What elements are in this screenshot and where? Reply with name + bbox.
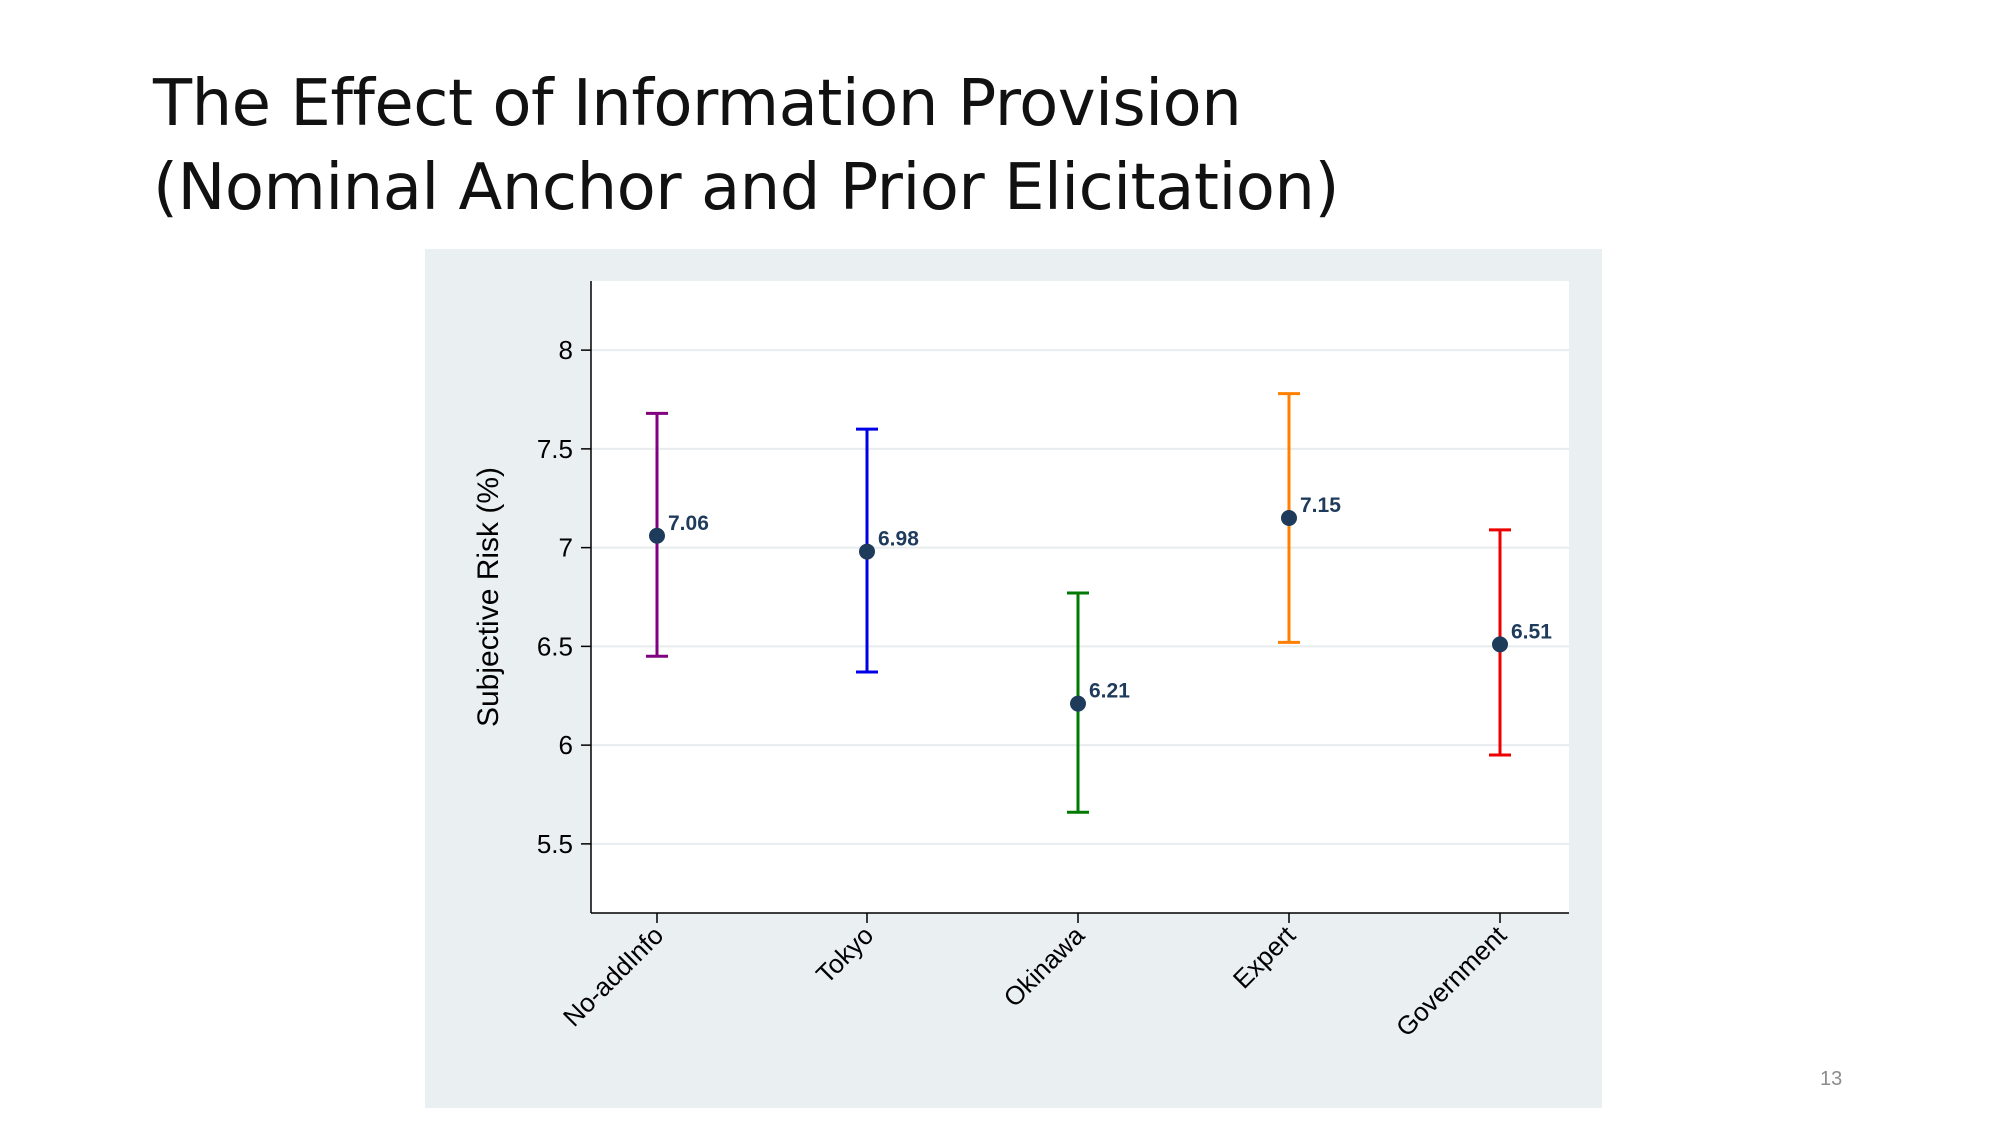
series: 7.06 6.98 6.21 7.15 6.51	[646, 392, 1552, 814]
risk-chart: 5.5 6 6.5 7 7.5 8 No-addInfo Tokyo Okinawa Exper…	[472, 281, 1569, 1042]
x-tick-label: Tokyo	[810, 920, 879, 989]
data-label: 7.15	[1300, 494, 1341, 517]
data-label: 6.98	[878, 528, 919, 551]
y-tick-label: 8	[559, 335, 573, 365]
data-point	[1281, 510, 1297, 526]
y-tick-label: 7.5	[537, 434, 573, 464]
x-tick-label: Government	[1390, 919, 1513, 1042]
x-tick-label: No-addInfo	[557, 920, 669, 1032]
chart-panel: 5.5 6 6.5 7 7.5 8 No-addInfo Tokyo Okinawa Exper…	[425, 249, 1602, 1108]
data-point	[859, 543, 875, 560]
x-axis-ticks: No-addInfo Tokyo Okinawa Expert Government	[557, 913, 1513, 1042]
x-tick-label: Expert	[1227, 919, 1302, 994]
slide-title-line-1: The Effect of Information Provision	[153, 67, 1242, 141]
slide-title: The Effect of Information Provision (Nom…	[153, 62, 1653, 230]
x-tick-label: Okinawa	[998, 920, 1091, 1013]
y-tick-label: 5.5	[537, 829, 573, 859]
page-number: 13	[1820, 1068, 1843, 1090]
y-axis-label: Subjective Risk (%)	[472, 467, 505, 727]
y-axis-ticks: 5.5 6 6.5 7 7.5 8	[537, 335, 591, 859]
data-label: 6.51	[1511, 620, 1552, 643]
plot-area	[591, 281, 1569, 913]
data-point	[1070, 695, 1086, 712]
data-label: 7.06	[668, 512, 709, 535]
slide-title-line-2: (Nominal Anchor and Prior Elicitation)	[153, 151, 1339, 225]
y-tick-label: 6.5	[537, 631, 573, 661]
y-tick-label: 7	[559, 533, 573, 563]
data-label: 6.21	[1089, 680, 1130, 703]
data-point	[649, 527, 665, 544]
data-point	[1492, 636, 1508, 653]
y-tick-label: 6	[559, 730, 573, 760]
gridlines	[591, 349, 1569, 845]
